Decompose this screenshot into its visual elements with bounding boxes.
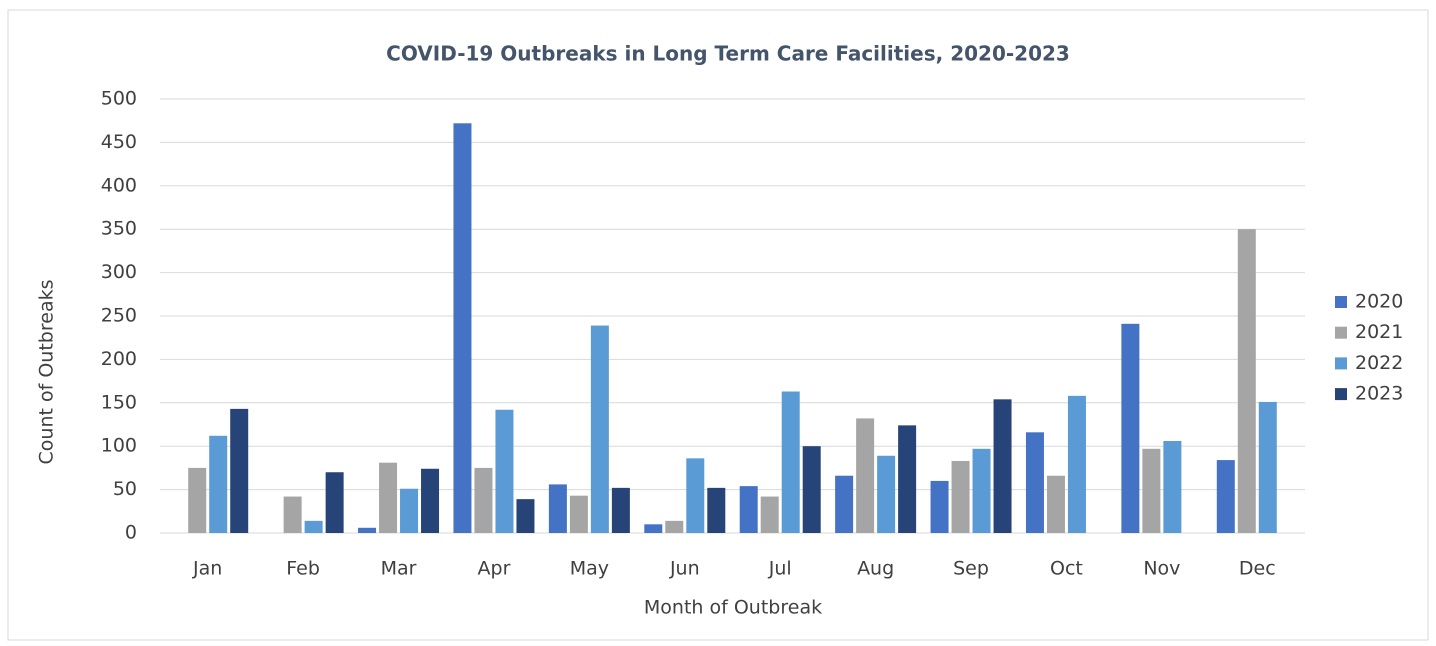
bar <box>644 524 663 533</box>
bar <box>304 520 323 533</box>
legend-swatch <box>1335 326 1347 339</box>
y-tick-label: 200 <box>101 348 137 370</box>
bar <box>1121 323 1140 533</box>
y-tick-label: 100 <box>101 435 137 457</box>
bar <box>665 520 684 533</box>
bar <box>230 408 249 533</box>
legend-label: 2020 <box>1355 291 1403 313</box>
legend-swatch <box>1335 296 1347 308</box>
chart-frame <box>7 9 1429 641</box>
x-tick-label: Feb <box>286 558 320 580</box>
bar <box>209 435 228 533</box>
y-tick-label: 150 <box>101 391 137 413</box>
bar <box>1216 460 1235 533</box>
x-tick-label: Dec <box>1239 558 1276 580</box>
bar <box>283 496 302 533</box>
bar <box>453 123 472 533</box>
legend-label: 2023 <box>1355 383 1403 405</box>
chart-title: COVID-19 Outbreaks in Long Term Care Fac… <box>386 42 1070 66</box>
bar <box>548 484 567 533</box>
legend-swatch <box>1335 357 1347 370</box>
bar <box>421 468 440 533</box>
bar <box>495 409 514 533</box>
bar <box>686 458 705 533</box>
bar <box>611 487 630 533</box>
y-tick-label: 250 <box>101 305 137 327</box>
y-tick-label: 50 <box>113 478 137 500</box>
y-axis-label: Count of Outbreaks <box>36 280 58 465</box>
bar <box>760 496 779 533</box>
bar <box>1258 401 1277 533</box>
x-tick-label: Apr <box>478 558 511 580</box>
x-axis-label: Month of Outbreak <box>644 597 822 619</box>
bar <box>1237 229 1256 533</box>
bar <box>1163 440 1182 533</box>
x-tick-label: Mar <box>381 558 417 580</box>
x-tick-label: Nov <box>1143 558 1180 580</box>
bar <box>516 499 535 533</box>
bar <box>474 467 493 533</box>
bar <box>400 488 419 533</box>
x-tick-label: Jan <box>192 558 222 580</box>
bar <box>781 391 800 533</box>
bar <box>325 472 344 533</box>
y-tick-label: 400 <box>101 174 137 196</box>
bar <box>1046 475 1065 533</box>
bar <box>951 460 970 533</box>
bar <box>856 418 875 533</box>
bar <box>1142 448 1161 533</box>
y-tick-label: 0 <box>125 522 137 544</box>
x-tick-label: Jun <box>669 558 700 580</box>
x-tick-label: Oct <box>1050 558 1083 580</box>
bar <box>835 475 854 533</box>
bar <box>898 425 917 533</box>
y-tick-label: 350 <box>101 218 137 240</box>
y-tick-label: 450 <box>101 131 137 153</box>
bar <box>590 325 609 533</box>
bar <box>1067 395 1086 533</box>
bar <box>739 486 758 533</box>
bar <box>802 446 821 533</box>
bar <box>707 487 726 533</box>
bar <box>877 455 896 533</box>
x-tick-label: May <box>570 558 609 580</box>
legend-label: 2022 <box>1355 352 1403 374</box>
y-tick-label: 500 <box>101 88 137 110</box>
bar <box>569 495 588 533</box>
bar <box>379 462 398 533</box>
x-tick-label: Sep <box>953 558 989 580</box>
y-tick-label: 300 <box>101 261 137 283</box>
bar <box>1025 432 1044 533</box>
legend-swatch <box>1335 388 1347 401</box>
bar <box>930 480 949 533</box>
bar <box>993 399 1012 533</box>
bar <box>188 467 207 533</box>
x-tick-label: Jul <box>768 558 792 580</box>
x-tick-label: Aug <box>857 558 894 580</box>
bar <box>972 448 991 533</box>
bar <box>358 527 377 533</box>
legend-label: 2021 <box>1355 321 1403 343</box>
